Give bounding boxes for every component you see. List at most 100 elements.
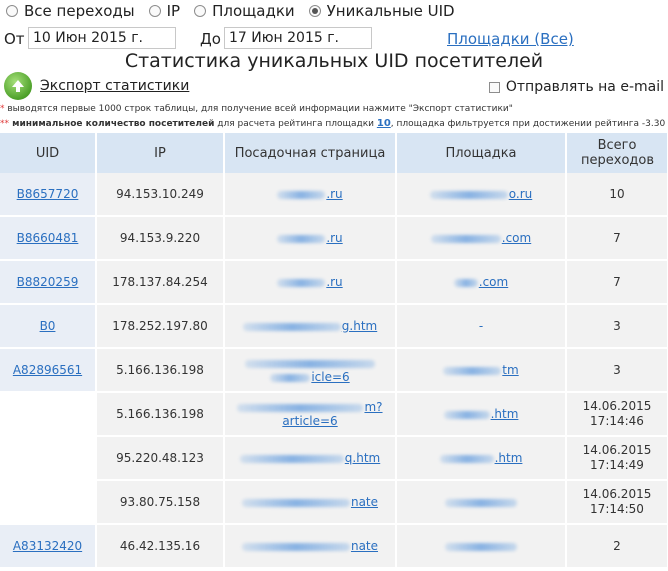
ip-cell: 5.166.136.198 [96,348,225,393]
landing-link[interactable]: icle=6 [244,356,376,384]
ip-cell: 178.137.84.254 [96,260,225,305]
total-cell: 7 [566,216,668,261]
site-text: o.ru [508,187,533,201]
ip-cell: 178.252.197.80 [96,304,225,349]
table-row: B8820259 178.137.84.254 .ru .com 7 [0,260,668,305]
landing-text: .ru [326,275,343,289]
note-first-1000: * выводятся первые 1000 строк таблицы, д… [0,104,513,114]
export-statistics-link[interactable]: Экспорт статистики [40,78,190,94]
uid-link[interactable]: A83132420 [12,539,83,553]
site-text: .htm [490,407,519,421]
uid-link[interactable]: B0 [39,319,56,333]
export-arrow-icon[interactable] [4,72,32,100]
uid-link[interactable]: B8660481 [16,231,79,245]
filter-sites[interactable]: Площадки [194,2,295,20]
date-to-input[interactable]: 17 Июн 2015 г. [224,27,372,49]
landing-text: g.htm [341,319,378,333]
header-uid: UID [0,133,97,173]
date-to-label: До [200,30,221,48]
landing-link[interactable]: nate [241,495,379,509]
site-link[interactable]: .htm [443,407,519,421]
site-link[interactable] [444,539,518,553]
note-text: выводятся первые 1000 строк таблицы, для… [4,104,513,114]
date-range-row: От 10 Июн 2015 г. До 17 Июн 2015 г. Площ… [4,27,668,51]
landing-text: nate [350,539,379,553]
datetime-cell: 14.06.2015 17:14:46 [566,392,668,437]
filter-ip-label: IP [166,2,181,20]
table-row: B8657720 94.153.10.249 .ru o.ru 10 [0,173,668,217]
landing-link[interactable]: nate [241,539,379,553]
uid-statistics-table: UID IP Посадочная страница Площадка Всег… [0,133,668,569]
uid-link[interactable]: B8657720 [16,187,79,201]
site-link[interactable]: .com [430,231,531,245]
sites-all-link[interactable]: Площадки (Все) [447,30,574,48]
table-row: 95.220.48.123 q.htm .htm 14.06.2015 17:14… [0,436,668,481]
site-link[interactable]: .com [453,275,509,289]
radio-icon[interactable] [194,5,207,17]
header-landing-page: Посадочная страница [224,133,397,173]
export-statistics[interactable]: Экспорт статистики [4,72,189,100]
filter-unique-uid[interactable]: Уникальные UID [308,2,455,20]
table-row: A83132420 46.42.135.16 nate 2 [0,524,668,569]
landing-text: q.htm [344,451,381,465]
radio-icon[interactable] [148,5,161,17]
min-visitors-link[interactable]: 10 [376,118,391,129]
note-min-visitors: ** минимальное количество посетителей дл… [0,118,665,129]
send-email-label: Отправлять на e-mail [505,79,664,95]
landing-text-line2: icle=6 [311,370,350,384]
site-link[interactable] [444,495,518,509]
ip-cell: 93.80.75.158 [96,480,225,525]
header-total-transitions: Всего переходов [566,133,668,173]
landing-link[interactable]: q.htm [239,451,381,465]
radio-icon[interactable] [6,5,18,17]
note-star: ** [0,119,9,129]
total-cell: 10 [566,173,668,217]
uid-link[interactable]: B8820259 [16,275,79,289]
landing-link[interactable]: .ru [277,275,343,289]
header-ip: IP [96,133,225,173]
landing-text: m? [364,400,383,414]
note-bold: минимальное количество посетителей [9,119,215,129]
ip-cell: 95.220.48.123 [96,436,225,481]
note-tail: , площадка фильтруется при достижении ре… [390,119,666,129]
filter-all-transitions[interactable]: Все переходы [6,2,135,20]
send-email-option[interactable]: Отправлять на e-mail [488,79,664,95]
total-cell: 3 [566,348,668,393]
email-checkbox[interactable] [488,81,500,93]
site-text: tm [502,363,519,377]
total-cell: 7 [566,260,668,305]
ip-cell: 94.153.9.220 [96,216,225,261]
table-row: B0 178.252.197.80 g.htm - 3 [0,304,668,349]
filter-ip[interactable]: IP [148,2,181,20]
radio-checked-icon[interactable] [308,5,321,17]
landing-link[interactable]: .ru [277,231,343,245]
table-row: 5.166.136.198 m? article=6 .htm 14.06.201… [0,392,668,437]
date-from-label: От [4,30,25,48]
site-text: .com [478,275,509,289]
filter-sites-label: Площадки [212,2,295,20]
date-from-input[interactable]: 10 Июн 2015 г. [28,27,176,49]
site-link[interactable]: .htm [439,451,522,465]
total-cell: 2 [566,524,668,569]
site-cell: - [396,304,567,349]
landing-text: nate [350,495,379,509]
datetime-cell: 14.06.2015 17:14:50 [566,480,668,525]
table-header-row: UID IP Посадочная страница Площадка Всег… [0,133,668,173]
datetime-cell: 14.06.2015 17:14:49 [566,436,668,481]
header-site: Площадка [396,133,567,173]
table-row: B8660481 94.153.9.220 .ru .com 7 [0,216,668,261]
filter-radio-group: Все переходы IP Площадки Уникальные UID [6,2,469,20]
note-text: для расчета рейтинга площадки [214,119,377,129]
page-title: Статистика уникальных UID посетителей [124,50,544,72]
ip-cell: 5.166.136.198 [96,392,225,437]
site-link[interactable]: tm [443,363,519,377]
site-link[interactable]: o.ru [429,187,533,201]
filter-unique-uid-label: Уникальные UID [326,2,455,20]
uid-link[interactable]: A82896561 [12,363,83,377]
landing-link[interactable]: .ru [277,187,343,201]
uid-cell [0,392,97,437]
landing-link[interactable]: m? article=6 [237,400,383,428]
note-star: * [0,104,5,114]
landing-link[interactable]: g.htm [242,319,378,333]
uid-cell [0,480,97,525]
